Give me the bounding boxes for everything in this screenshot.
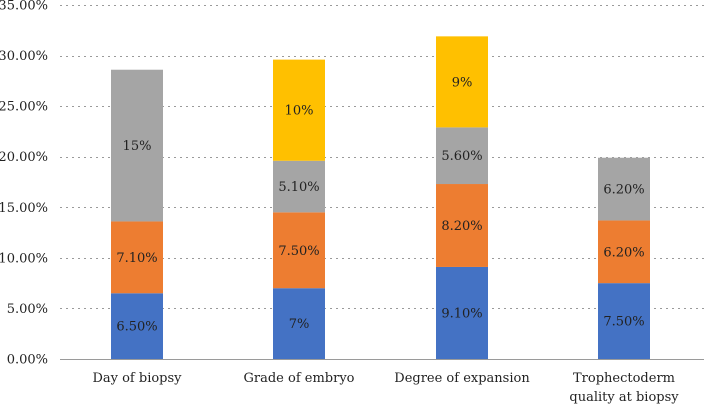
bar-segment <box>111 69 163 222</box>
x-category-label: quality at biopsy <box>569 390 679 405</box>
bar-segment <box>111 293 163 359</box>
bar-segment <box>436 266 488 359</box>
bar-segment <box>273 288 325 359</box>
bar-segment <box>436 184 488 267</box>
bar-segment <box>273 59 325 161</box>
y-axis-tick-labels: 0.00% 5.00% 10.00% 15.00% 20.00% 25.00% 30.00%… <box>0 0 48 368</box>
data-label: 10% <box>285 104 314 119</box>
bar-segment <box>111 221 163 294</box>
y-tick-label: 5.00% <box>7 302 48 317</box>
x-category-label: Grade of embryo <box>244 371 355 386</box>
data-labels: 6.50% 7.10% 15% 7% 7.50% 5.10% 10% 9.10% 8.20% 5.… <box>116 75 644 334</box>
data-label: 6.50% <box>116 320 157 335</box>
data-label: 15% <box>123 139 152 154</box>
bar-segment <box>598 220 650 284</box>
gridlines <box>60 5 704 360</box>
data-label: 6.20% <box>603 245 644 260</box>
y-tick-label: 20.00% <box>0 150 48 165</box>
data-label: 5.60% <box>441 149 482 164</box>
y-tick-label: 25.00% <box>0 100 48 115</box>
data-label: 7.50% <box>603 315 644 330</box>
bar-segment <box>273 160 325 213</box>
bar-segment <box>598 157 650 221</box>
bar-segment <box>273 212 325 289</box>
data-label: 9% <box>452 75 473 90</box>
bar-segment <box>436 127 488 185</box>
data-label: 9.10% <box>441 306 482 321</box>
data-label: 7% <box>289 317 310 332</box>
y-tick-label: 15.00% <box>0 201 48 216</box>
bars <box>111 36 650 359</box>
y-tick-label: 10.00% <box>0 251 48 266</box>
bar-segment <box>436 36 488 128</box>
y-tick-label: 0.00% <box>7 353 48 368</box>
x-category-label: Day of biopsy <box>92 371 182 386</box>
x-axis-category-labels: Day of biopsy Grade of embryo Degree of ex… <box>92 371 679 405</box>
data-label: 6.20% <box>603 183 644 198</box>
data-label: 5.10% <box>278 180 319 195</box>
bar-segment <box>598 283 650 359</box>
x-category-label: Trophectoderm <box>573 371 675 386</box>
data-label: 7.10% <box>116 251 157 266</box>
data-label: 7.50% <box>278 244 319 259</box>
y-tick-label: 35.00% <box>0 0 48 14</box>
data-label: 8.20% <box>441 219 482 234</box>
y-tick-label: 30.00% <box>0 49 48 64</box>
x-category-label: Degree of expansion <box>394 371 530 386</box>
